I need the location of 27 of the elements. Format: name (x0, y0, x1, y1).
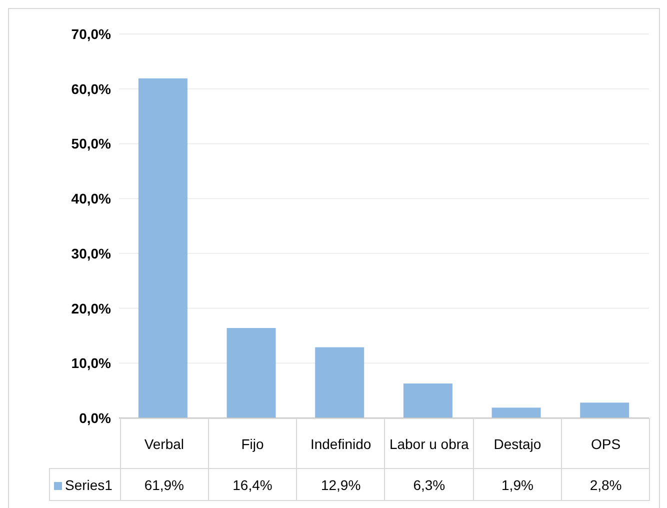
data-label: 2,8% (562, 468, 650, 500)
bar (226, 328, 276, 418)
y-tick-label: 0,0% (79, 410, 112, 426)
data-label: 6,3% (384, 468, 474, 500)
bar (138, 78, 188, 418)
bar (403, 383, 452, 418)
x-tick-label: Indefinido (296, 418, 385, 468)
data-label: 12,9% (296, 468, 385, 500)
x-tick-label: Destajo (473, 418, 562, 468)
y-tick-label: 40,0% (71, 190, 112, 207)
bar (492, 408, 541, 418)
bar (580, 402, 630, 418)
y-tick-label: 20,0% (71, 300, 112, 316)
data-label: 61,9% (120, 468, 208, 500)
data-label: 16,4% (208, 468, 297, 500)
data-label: 1,9% (473, 468, 562, 500)
bar (315, 347, 364, 418)
x-tick-label: OPS (562, 418, 650, 468)
legend-label: Series1 (50, 468, 120, 500)
y-tick-label: 70,0% (71, 26, 112, 42)
x-tick-label: Verbal (120, 418, 208, 468)
x-tick-label: Labor u obra (384, 418, 474, 468)
y-tick-label: 50,0% (71, 136, 112, 152)
y-tick-label: 30,0% (71, 245, 112, 262)
y-tick-label: 60,0% (71, 80, 112, 97)
x-tick-label: Fijo (208, 418, 297, 468)
y-tick-label: 10,0% (71, 355, 112, 372)
